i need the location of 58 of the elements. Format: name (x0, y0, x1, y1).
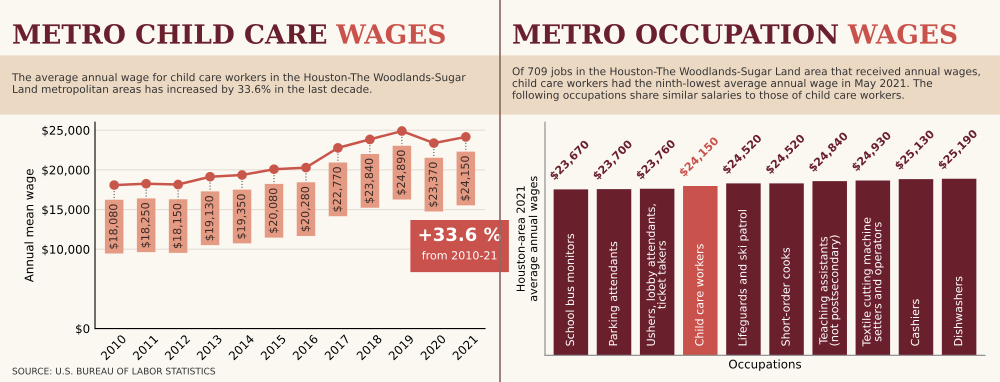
point (141, 178, 152, 189)
point (428, 138, 439, 148)
x-tick-label: Lifeguards and ski patrol (738, 210, 749, 346)
y-tick-label: $10,000 (42, 244, 90, 256)
bar (554, 189, 588, 356)
data-label: $24,890 (396, 150, 407, 195)
bar (898, 179, 934, 356)
bar (942, 178, 976, 356)
point (109, 180, 120, 190)
chart-title: METRO OCCUPATION WAGES (513, 24, 956, 44)
x-tick-label: Teaching assistants (not postsecondary) (818, 235, 840, 346)
annotation: from 2010-21 (422, 250, 497, 260)
y-axis-title: Houston-area 2021 average annual wages (516, 176, 540, 302)
point (460, 132, 471, 142)
point (269, 164, 279, 174)
point (397, 126, 407, 136)
bar (769, 183, 804, 356)
x-tick-label: Textile cutting machine setters and operators (862, 218, 884, 346)
point (301, 162, 311, 172)
point (365, 134, 375, 144)
x-tick-label: School bus monitors (566, 234, 574, 346)
data-label: $20,080 (268, 188, 279, 233)
y-tick-label: $15,000 (42, 205, 90, 216)
x-tick-label: Cashiers (910, 299, 920, 346)
data-label: $19,130 (204, 196, 215, 240)
bar (683, 186, 718, 356)
bar (726, 183, 761, 356)
chart-subtitle: Of 709 jobs in the Houston-The Woodlands-Sugar Land area that received annual wages, child care workers had the ninth-lowest average annual wage in May 2021. The following occupations share similar salaries to those of child care workers. (512, 67, 980, 101)
point (333, 143, 343, 153)
point (173, 180, 183, 190)
data-label: $19,350 (236, 194, 247, 239)
y-tick-label: $25,000 (42, 126, 90, 136)
y-tick-label: $0 (76, 324, 90, 335)
bar (812, 181, 847, 356)
x-axis-title: Occupations (729, 359, 802, 371)
point (237, 170, 247, 180)
point (205, 172, 215, 182)
data-label: $18,250 (140, 203, 151, 248)
x-tick-label: Short-order cooks (781, 248, 790, 346)
x-tick-label: Ushers, lobby attendants, ticket takers (646, 204, 666, 346)
data-label: $24,150 (460, 156, 471, 201)
x-tick-label: Parking attendants (608, 242, 620, 346)
data-label: $22,770 (332, 167, 343, 212)
bar (856, 180, 890, 356)
data-label: $20,280 (300, 186, 311, 232)
y-tick-label: $20,000 (42, 165, 90, 176)
chart-subtitle: The average annual wage for child care workers in the Houston-The Woodlands-Sugar Land metropolitan areas has increased by 33.6% in the last decade. (12, 73, 466, 96)
data-label: $23,370 (428, 162, 439, 207)
chart-title: METRO CHILD CARE WAGES (13, 24, 445, 44)
source-note: SOURCE: U.S. BUREAU OF LABOR STATISTICS (12, 368, 216, 374)
data-label: $18,080 (108, 204, 119, 249)
bar (640, 188, 674, 356)
x-tick-label: Dishwashers (954, 276, 962, 346)
bar (596, 189, 632, 356)
x-tick-label: Child care workers (694, 244, 704, 346)
data-label: $23,840 (364, 158, 375, 203)
data-label: $18,150 (172, 204, 183, 248)
y-axis-title: Annual mean wage (24, 169, 36, 282)
